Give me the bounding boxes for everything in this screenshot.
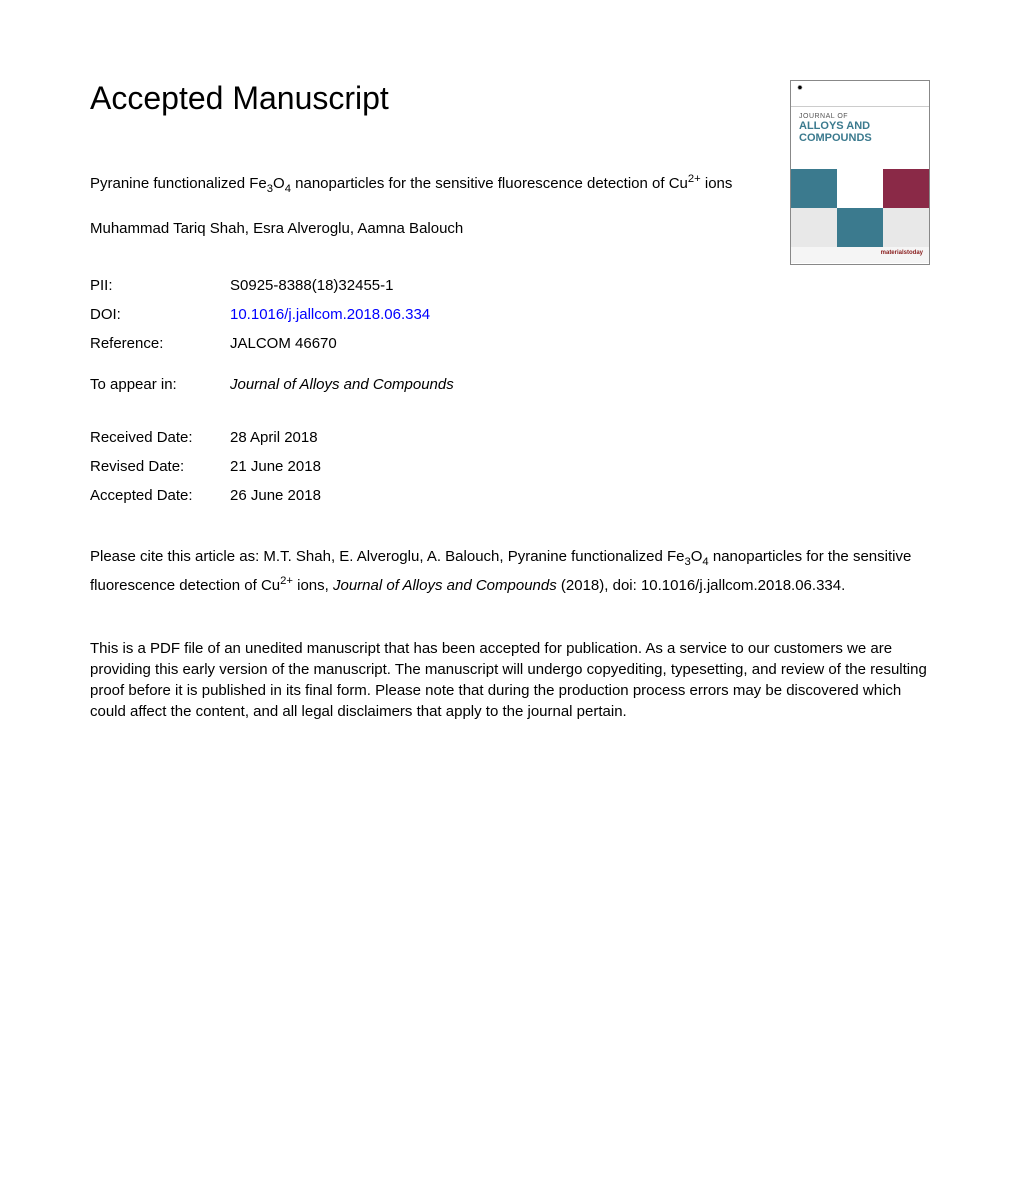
pii-label: PII: (90, 277, 230, 294)
article-title: Pyranine functionalized Fe3O4 nanopartic… (90, 167, 750, 202)
cover-journal-of: JOURNAL OF (799, 113, 921, 120)
reference-row: Reference: JALCOM 46670 (90, 335, 930, 352)
to-appear-in-row: To appear in: Journal of Alloys and Comp… (90, 376, 930, 393)
received-label: Received Date: (90, 429, 230, 446)
cover-grid (791, 169, 929, 247)
cover-sq-1 (791, 169, 837, 208)
cover-journal-name-1: ALLOYS AND (799, 120, 921, 132)
cover-header: ✹ (791, 81, 929, 107)
cover-footer: materialstoday (791, 247, 929, 263)
received-value: 28 April 2018 (230, 429, 318, 446)
cite-p5: (2018), doi: 10.1016/j.jallcom.2018.06.3… (557, 577, 846, 594)
elsevier-logo-placeholder: ✹ (797, 84, 803, 103)
cover-sq-2 (837, 169, 883, 208)
revised-date-row: Revised Date: 21 June 2018 (90, 458, 930, 475)
cite-p1: Please cite this article as: M.T. Shah, … (90, 548, 684, 565)
accepted-date-row: Accepted Date: 26 June 2018 (90, 487, 930, 504)
doi-link[interactable]: 10.1016/j.jallcom.2018.06.334 (230, 306, 430, 323)
reference-value: JALCOM 46670 (230, 335, 337, 352)
cover-journal-name-2: COMPOUNDS (799, 132, 921, 144)
appear-label: To appear in: (90, 376, 230, 393)
cite-p2: O (691, 548, 703, 565)
metadata-table: PII: S0925-8388(18)32455-1 DOI: 10.1016/… (90, 277, 930, 352)
received-date-row: Received Date: 28 April 2018 (90, 429, 930, 446)
cover-sq-4 (791, 208, 837, 247)
revised-label: Revised Date: (90, 458, 230, 475)
cover-sq-5 (837, 208, 883, 247)
title-p4: ions (701, 175, 733, 192)
title-p3: nanoparticles for the sensitive fluoresc… (291, 175, 688, 192)
citation-text: Please cite this article as: M.T. Shah, … (90, 544, 930, 599)
accepted-label: Accepted Date: (90, 487, 230, 504)
cover-sq-6 (883, 208, 929, 247)
cover-subtitle (791, 149, 929, 169)
dates-table: Received Date: 28 April 2018 Revised Dat… (90, 429, 930, 504)
cover-sq-3 (883, 169, 929, 208)
title-p2: O (273, 175, 285, 192)
journal-cover-thumbnail: ✹ JOURNAL OF ALLOYS AND COMPOUNDS materi… (790, 80, 930, 265)
doi-row: DOI: 10.1016/j.jallcom.2018.06.334 (90, 306, 930, 323)
cite-p4: ions, (293, 577, 333, 594)
title-p1: Pyranine functionalized Fe (90, 175, 267, 192)
pii-row: PII: S0925-8388(18)32455-1 (90, 277, 930, 294)
reference-label: Reference: (90, 335, 230, 352)
doi-label: DOI: (90, 306, 230, 323)
accepted-value: 26 June 2018 (230, 487, 321, 504)
pii-value: S0925-8388(18)32455-1 (230, 277, 393, 294)
cite-journal: Journal of Alloys and Compounds (333, 577, 557, 594)
title-sup1: 2+ (688, 173, 701, 185)
cite-sup1: 2+ (280, 575, 293, 587)
disclaimer-text: This is a PDF file of an unedited manusc… (90, 638, 930, 722)
revised-value: 21 June 2018 (230, 458, 321, 475)
appear-value: Journal of Alloys and Compounds (230, 376, 454, 393)
cover-title-area: JOURNAL OF ALLOYS AND COMPOUNDS (791, 107, 929, 149)
